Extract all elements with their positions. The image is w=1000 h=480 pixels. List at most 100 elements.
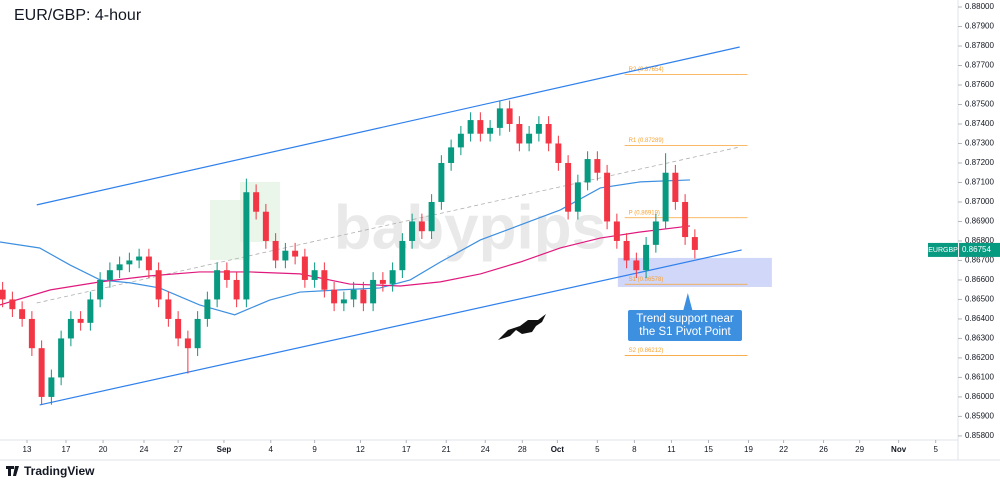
candle-body bbox=[594, 159, 601, 173]
candle-body bbox=[87, 299, 94, 323]
annotation-arrow bbox=[682, 292, 693, 312]
candle-body bbox=[331, 289, 338, 304]
candle-body bbox=[643, 244, 650, 271]
x-tick-label: 17 bbox=[62, 445, 71, 454]
candle-body bbox=[652, 221, 659, 245]
y-tick-label: 0.86700 bbox=[965, 256, 994, 265]
x-tick-label: 17 bbox=[402, 445, 411, 454]
candle-body bbox=[0, 289, 6, 300]
candle-body bbox=[48, 377, 55, 397]
candle-body bbox=[58, 338, 65, 378]
candle-body bbox=[691, 237, 698, 250]
candle-body bbox=[19, 309, 26, 319]
candle-body bbox=[321, 270, 328, 290]
candle-body bbox=[155, 270, 162, 300]
candle-body bbox=[399, 240, 406, 271]
candle-body bbox=[204, 299, 211, 319]
y-tick-label: 0.87700 bbox=[965, 61, 994, 70]
candle-body bbox=[9, 299, 16, 310]
candle-body bbox=[292, 250, 299, 257]
x-tick-label: 11 bbox=[667, 445, 676, 454]
y-tick-label: 0.86500 bbox=[965, 295, 994, 304]
candle-body bbox=[301, 256, 308, 280]
candle-body bbox=[555, 143, 562, 163]
x-tick-label: 8 bbox=[632, 445, 637, 454]
candle-body bbox=[370, 279, 377, 304]
candle-body bbox=[97, 279, 104, 300]
candle-body bbox=[184, 338, 191, 349]
candle-body bbox=[682, 201, 689, 238]
y-tick-label: 0.85900 bbox=[965, 412, 994, 421]
y-tick-label: 0.86800 bbox=[965, 236, 994, 245]
x-tick-label: Oct bbox=[551, 445, 565, 454]
bull-icon bbox=[498, 314, 546, 340]
pivot-label: R1 (0.87289) bbox=[629, 138, 664, 144]
candle-body bbox=[623, 240, 630, 261]
pivot-label: S2 (0.86212) bbox=[629, 348, 664, 354]
x-tick-label: 12 bbox=[356, 445, 365, 454]
y-tick-label: 0.87100 bbox=[965, 178, 994, 187]
pivot-label: P (0.86919) bbox=[629, 210, 660, 216]
candle-body bbox=[584, 159, 591, 183]
candle-body bbox=[38, 348, 45, 397]
candle-body bbox=[409, 221, 416, 241]
x-tick-label: 24 bbox=[140, 445, 149, 454]
candle-body bbox=[194, 318, 201, 349]
brand-name: TradingView bbox=[24, 464, 95, 478]
overlay-line bbox=[36, 146, 740, 304]
x-tick-label: Nov bbox=[891, 445, 907, 454]
y-tick-label: 0.87400 bbox=[965, 119, 994, 128]
candle-body bbox=[574, 182, 581, 212]
candle-body bbox=[379, 279, 386, 284]
symbol-tag: EURGBP bbox=[928, 247, 958, 254]
y-tick-label: 0.86300 bbox=[965, 334, 994, 343]
candle-body bbox=[672, 172, 679, 202]
y-tick-label: 0.87000 bbox=[965, 197, 994, 206]
y-tick-label: 0.85800 bbox=[965, 431, 994, 440]
candle-body bbox=[506, 108, 513, 124]
y-tick-label: 0.87200 bbox=[965, 158, 994, 167]
y-tick-label: 0.86400 bbox=[965, 314, 994, 323]
x-tick-label: 13 bbox=[23, 445, 32, 454]
candle-body bbox=[136, 256, 143, 261]
x-tick-label: 20 bbox=[99, 445, 108, 454]
candle-body bbox=[253, 192, 260, 212]
candle-body bbox=[223, 270, 230, 280]
y-tick-label: 0.87800 bbox=[965, 41, 994, 50]
price-tag: 0.86754 bbox=[962, 245, 991, 254]
candle-body bbox=[214, 270, 221, 300]
candle-body bbox=[311, 270, 318, 280]
price-tag-bg bbox=[959, 242, 1000, 257]
candle-body bbox=[477, 120, 484, 134]
candle-body bbox=[487, 127, 494, 134]
overlay-line bbox=[36, 46, 740, 206]
candle-body bbox=[545, 123, 552, 144]
candle-body bbox=[428, 201, 435, 232]
candle-body bbox=[116, 264, 123, 271]
candle-body bbox=[175, 318, 182, 339]
x-tick-label: 24 bbox=[481, 445, 490, 454]
x-tick-label: 21 bbox=[442, 445, 451, 454]
x-tick-label: Sep bbox=[217, 445, 232, 454]
candle-body bbox=[262, 211, 269, 241]
candle-body bbox=[67, 318, 74, 339]
candle-body bbox=[165, 299, 172, 319]
candle-body bbox=[467, 120, 474, 134]
candle-body bbox=[145, 256, 152, 271]
candle-body bbox=[496, 108, 503, 128]
x-tick-label: 19 bbox=[744, 445, 753, 454]
symbol-tag-bg bbox=[928, 242, 958, 257]
candle-body bbox=[448, 147, 455, 163]
overlay-line bbox=[0, 179, 691, 316]
candle-body bbox=[360, 289, 367, 304]
candle-body bbox=[662, 172, 669, 222]
x-tick-label: 5 bbox=[933, 445, 938, 454]
candle-body bbox=[604, 172, 611, 222]
x-tick-label: 27 bbox=[174, 445, 183, 454]
x-tick-label: 15 bbox=[704, 445, 713, 454]
brand-logo: TradingView bbox=[6, 464, 95, 478]
x-tick-label: 26 bbox=[819, 445, 828, 454]
y-tick-label: 0.87600 bbox=[965, 80, 994, 89]
